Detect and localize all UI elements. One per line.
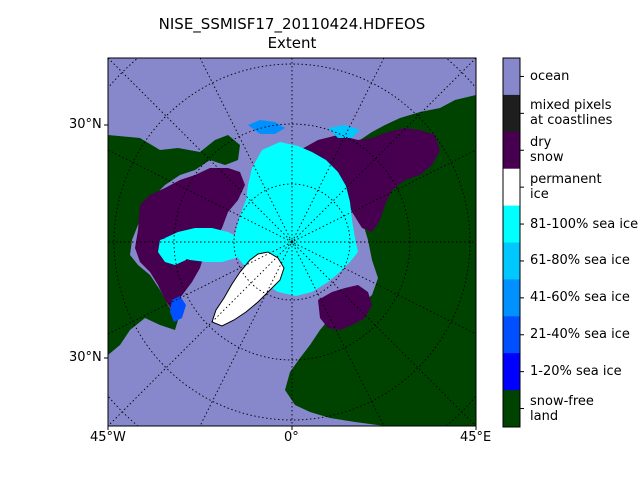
- graticule: [108, 58, 476, 426]
- colorbar-label-line: 41-60% sea ice: [530, 290, 630, 306]
- colorbar-label-mixed-pixels: mixed pixels at coastlines: [530, 98, 612, 128]
- land-eurasia: [285, 95, 476, 426]
- sea-ice-edge-okhotsk: [328, 125, 360, 138]
- colorbar-label-permanent-ice: permanent ice: [530, 172, 602, 202]
- colorbar-swatch-sea-ice-61-80: [503, 242, 520, 280]
- colorbar-label-line: dry: [530, 135, 552, 151]
- lon-label-east: 45°E: [460, 430, 492, 445]
- colorbar-label-sea-ice-21-40: 21-40% sea ice: [530, 327, 630, 342]
- greenland-permanent-ice: [211, 251, 285, 327]
- colorbar-label-sea-ice-81-100: 81-100% sea ice: [530, 217, 638, 232]
- axis-ticks: [104, 124, 477, 430]
- colorbar-label-ocean: ocean: [530, 69, 569, 84]
- colorbar-label-line: ice: [530, 187, 549, 203]
- lat-label-top: 30°N: [69, 117, 102, 132]
- lat-label-bottom: 30°N: [69, 350, 102, 365]
- lon-label-west: 45°W: [90, 430, 126, 445]
- dry-snow-scandinavia: [318, 285, 372, 330]
- colorbar-label-line: land: [530, 408, 559, 424]
- colorbar-swatch-mixed-pixels: [503, 94, 520, 133]
- dry-snow-siberia: [300, 128, 440, 232]
- colorbar-swatch-sea-ice-81-100: [503, 205, 520, 243]
- colorbar-swatch-sea-ice-41-60: [503, 279, 520, 317]
- colorbar-swatch-sea-ice-21-40: [503, 316, 520, 354]
- colorbar-label-snow-free-land: snow-free land: [530, 394, 594, 424]
- baffin-sea-ice: [165, 228, 244, 262]
- colorbar-label-line: snow: [530, 150, 564, 166]
- colorbar-label-line: ocean: [530, 68, 570, 84]
- map-area: [108, 58, 476, 426]
- sea-ice-edge-labrador: [170, 296, 186, 322]
- colorbar-swatch-sea-ice-1-20: [503, 353, 520, 391]
- colorbar-frame: [502, 57, 521, 428]
- colorbar-swatch-ocean: [503, 58, 520, 96]
- colorbar-label-line: at coastlines: [530, 113, 613, 129]
- colorbar-swatch-snow-free-land: [503, 390, 520, 428]
- colorbar-label-line: snow-free: [530, 393, 594, 409]
- colorbar-label-line: mixed pixels: [530, 98, 612, 114]
- colorbar-label-line: 1-20% sea ice: [530, 364, 622, 380]
- colorbar-label-line: permanent: [530, 172, 602, 188]
- colorbar-swatch-permanent-ice: [503, 168, 520, 207]
- colorbar-label-sea-ice-1-20: 1-20% sea ice: [530, 364, 622, 379]
- colorbar-label-line: 61-80% sea ice: [530, 253, 630, 269]
- colorbar-label-dry-snow: dry snow: [530, 135, 564, 165]
- sea-ice-edge-bering: [248, 120, 285, 134]
- map-subtitle: Extent: [267, 34, 317, 52]
- colorbar: [503, 58, 524, 428]
- colorbar-label-sea-ice-61-80: 61-80% sea ice: [530, 253, 630, 268]
- colorbar-swatch-dry-snow: [503, 131, 520, 170]
- map-title: NISE_SSMISF17_20110424.HDFEOS: [158, 15, 426, 33]
- colorbar-label-line: 81-100% sea ice: [530, 216, 639, 232]
- land-north-america: [108, 135, 240, 355]
- colorbar-label-line: 21-40% sea ice: [530, 327, 630, 343]
- lon-label-center: 0°: [284, 430, 299, 445]
- colorbar-label-sea-ice-41-60: 41-60% sea ice: [530, 290, 630, 305]
